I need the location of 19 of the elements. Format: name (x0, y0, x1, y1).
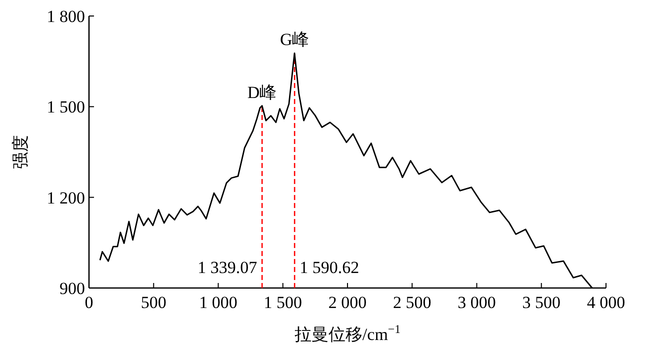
y-tick-label: 1 200 (46, 188, 85, 208)
y-axis-title: 强度 (11, 135, 30, 169)
x-tick-label: 3 000 (458, 293, 496, 312)
x-tick-label: 2 000 (328, 293, 367, 312)
x-tick-label: 1 500 (264, 293, 302, 312)
x-tick-label: 4 000 (586, 293, 626, 312)
ref-line-label: 1 339.07 (198, 258, 258, 277)
x-tick-label: 0 (84, 293, 94, 312)
y-tick-label: 1 800 (46, 7, 85, 26)
x-tick-label: 500 (140, 293, 166, 312)
x-axis-title: 拉曼位移/cm$^{−1}$ (294, 322, 401, 344)
y-tick-label: 900 (60, 279, 85, 298)
annotation: D峰 (247, 82, 277, 102)
x-tick-label: 1 000 (199, 293, 238, 312)
x-tick-label: 2 500 (393, 293, 432, 312)
x-tick-label: 3 500 (522, 293, 560, 312)
ref-line-label: 1 590.62 (300, 258, 360, 277)
y-tick-label: 1 500 (46, 98, 85, 117)
annotation: G峰 (280, 30, 310, 50)
